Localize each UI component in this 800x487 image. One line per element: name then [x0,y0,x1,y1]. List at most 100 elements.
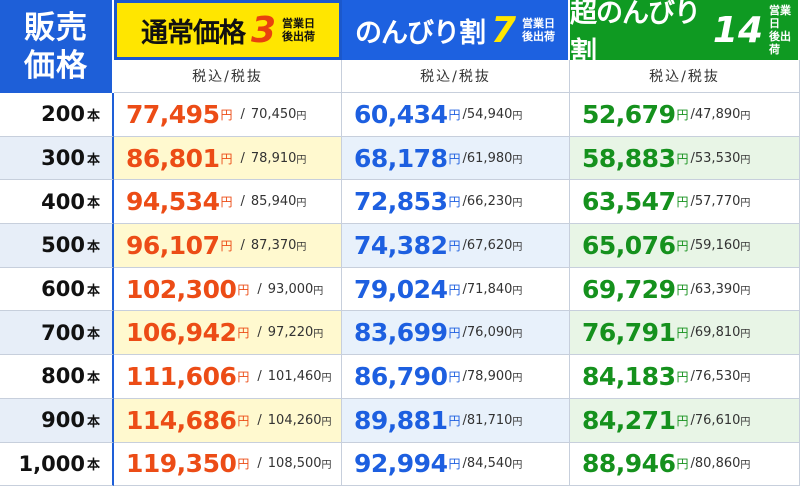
price-tax-included: 102,300 [126,274,237,304]
yen-unit: 円 [448,107,461,122]
yen-unit: 円 [676,326,689,341]
yen-unit: 円 [448,282,461,297]
price-tax-excluded: 76,090 [466,325,513,341]
separator: / [690,368,695,384]
price-tax-excluded: 78,910 [250,150,297,166]
separator: / [690,412,695,428]
yen-unit: 円 [313,285,324,297]
separator: / [257,368,262,384]
yen-unit: 円 [740,154,751,166]
tax-label-regular: 税込/税抜 [114,60,342,93]
quantity-cell: 500 本 [0,224,114,268]
yen-unit: 円 [740,285,751,297]
yen-unit: 円 [740,110,751,122]
yen-unit: 円 [313,329,324,341]
yen-unit: 円 [512,198,523,210]
quantity-value: 600 [41,277,85,302]
yen-unit: 円 [512,110,523,122]
yen-unit: 円 [321,372,332,384]
price-tax-included: 86,790 [354,361,448,391]
price-tax-included: 86,801 [126,143,220,173]
yen-unit: 円 [676,107,689,122]
yen-unit: 円 [296,154,307,166]
yen-unit: 円 [512,416,523,428]
yen-unit: 円 [740,198,751,210]
price-cell: 60,434 円/54,940 円 [342,93,570,137]
plan-header-super-relaxed: 超のんびり割 14 営業日 後出荷 [570,0,800,68]
yen-unit: 円 [512,372,523,384]
yen-unit: 円 [296,110,307,122]
separator: / [462,325,467,341]
price-tax-excluded: 54,940 [466,106,513,122]
plan-name: 通常価格 [140,17,246,49]
price-cell: 69,729 円/63,390 円 [570,267,800,312]
yen-unit: 円 [676,151,689,166]
yen-unit: 円 [220,238,233,253]
quantity-unit: 本 [86,327,100,343]
yen-unit: 円 [448,238,461,253]
price-cell: 76,791 円/69,810 円 [570,311,800,356]
price-tax-excluded: 47,890 [694,106,741,122]
price-tax-included: 114,686 [126,405,237,435]
price-tax-excluded: 78,900 [466,368,513,384]
quantity-unit: 本 [86,370,100,386]
separator: / [462,194,467,210]
separator: / [690,237,695,253]
price-tax-included: 60,434 [354,99,448,129]
price-tax-included: 111,606 [126,361,237,391]
yen-unit: 円 [740,241,751,253]
price-cell: 88,946 円/80,860 円 [570,442,800,487]
price-cell: 94,534 円/85,940 円 [114,180,342,225]
price-tax-included: 94,534 [126,187,220,217]
separator: / [257,325,262,341]
price-tax-included: 119,350 [126,449,237,479]
tax-label-relaxed: 税込/税抜 [342,60,570,93]
plan-days: 7 [490,9,517,51]
quantity-cell: 600 本 [0,267,114,312]
price-cell: 63,547 円/57,770 円 [570,180,800,225]
plan-days: 3 [250,9,277,51]
price-cell: 106,942 円/97,220 円 [114,311,342,356]
price-cell: 86,790 円/78,900 円 [342,355,570,399]
price-tax-excluded: 53,530 [694,150,741,166]
price-tax-included: 74,382 [354,230,448,260]
price-cell: 84,183 円/76,530 円 [570,355,800,399]
yen-unit: 円 [676,369,689,384]
price-tax-included: 68,178 [354,143,448,173]
separator: / [462,456,467,472]
price-tax-excluded: 66,230 [466,194,513,210]
yen-unit: 円 [237,457,250,472]
plan-header-regular: 通常価格 3 営業日 後出荷 [114,0,342,60]
price-tax-excluded: 61,980 [466,150,513,166]
separator: / [690,325,695,341]
price-cell: 96,107 円/87,370 円 [114,224,342,268]
separator: / [462,368,467,384]
price-cell: 68,178 円/61,980 円 [342,136,570,181]
tax-label-super-relaxed: 税込/税抜 [570,60,800,93]
quantity-unit: 本 [86,414,100,430]
yen-unit: 円 [448,326,461,341]
yen-unit: 円 [512,285,523,297]
separator: / [462,150,467,166]
price-cell: 52,679 円/47,890 円 [570,93,800,137]
yen-unit: 円 [321,416,332,428]
price-tax-included: 79,024 [354,274,448,304]
price-tax-excluded: 80,860 [694,456,741,472]
yen-unit: 円 [676,238,689,253]
plan-note: 営業日 後出荷 [282,17,316,43]
price-tax-included: 58,883 [582,143,676,173]
price-tax-included: 72,853 [354,187,448,217]
separator: / [462,106,467,122]
price-cell: 72,853 円/66,230 円 [342,180,570,225]
quantity-cell: 700 本 [0,311,114,356]
quantity-cell: 900 本 [0,398,114,443]
separator: / [240,106,245,122]
yen-unit: 円 [237,282,250,297]
yen-unit: 円 [237,369,250,384]
separator: / [257,412,262,428]
plan-note: 営業日 後出荷 [522,17,556,43]
quantity-value: 800 [41,364,85,389]
quantity-value: 700 [41,320,85,345]
quantity-unit: 本 [86,458,100,474]
